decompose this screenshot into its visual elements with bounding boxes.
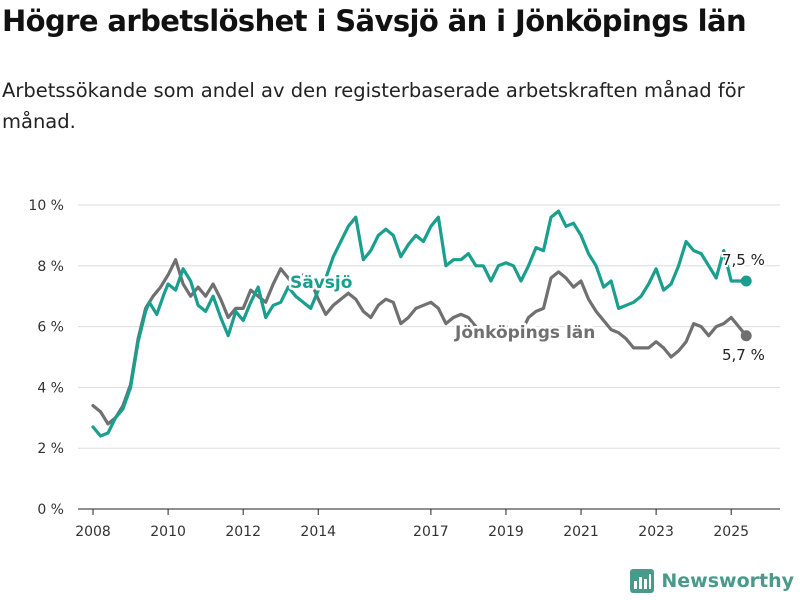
series-labels: Jönköpings län Sävsjö 7,5 % 5,7 % <box>288 249 767 366</box>
end-point-savsjo <box>740 275 752 287</box>
brand-name: Newsworthy <box>661 570 794 592</box>
chart-title: Högre arbetslöshet i Sävsjö än i Jönköpi… <box>2 4 747 38</box>
chart-subtitle: Arbetssökande som andel av den registerb… <box>2 79 745 133</box>
x-tick-label: 2021 <box>563 524 599 540</box>
x-tick-label: 2010 <box>150 524 186 540</box>
y-tick-label: 4 % <box>37 380 64 396</box>
series-line-jonkopings-lan <box>91 258 748 426</box>
y-tick-label: 6 % <box>37 320 64 336</box>
x-tick-label: 2012 <box>225 524 261 540</box>
x-tick-label: 2019 <box>488 524 524 540</box>
y-tick-label: 10 % <box>28 198 64 214</box>
axes: 0 % 2 % 4 % 6 % 8 % 10 % 2008 2010 2012 2014 2017 2… <box>28 198 749 540</box>
x-tick-label: 2023 <box>638 524 674 540</box>
gridlines <box>78 204 780 510</box>
x-tick-label: 2014 <box>300 524 336 540</box>
end-label-savsjo: 7,5 % <box>722 251 765 269</box>
series-line-savsjo <box>91 209 748 438</box>
newsworthy-logo-icon <box>630 569 655 593</box>
y-tick-label: 2 % <box>37 441 64 457</box>
y-tick-label: 8 % <box>37 259 64 275</box>
end-label-jonkopings-lan: 5,7 % <box>722 346 765 364</box>
x-tick-label: 2008 <box>75 524 111 540</box>
series-lines <box>91 209 752 438</box>
x-tick-label: 2025 <box>713 524 749 540</box>
end-point-jonkopings-lan <box>740 330 752 342</box>
series-label-jonkopings-lan: Jönköpings län <box>454 323 595 343</box>
series-label-savsjo: Sävsjö <box>290 273 352 293</box>
x-tick-label: 2017 <box>413 524 449 540</box>
brand-logo: Newsworthy <box>629 568 794 594</box>
y-tick-label: 0 % <box>37 502 64 518</box>
